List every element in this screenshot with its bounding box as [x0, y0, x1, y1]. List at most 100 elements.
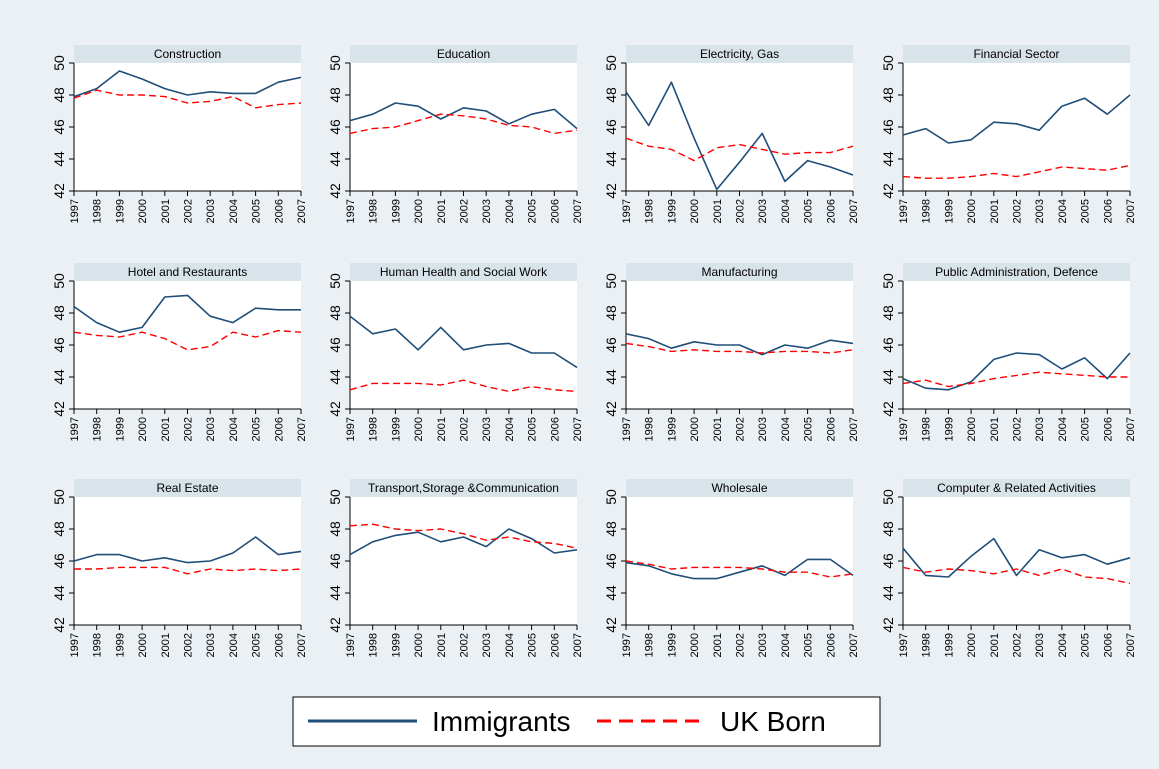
x-tick-label: 2001 [436, 199, 448, 223]
x-tick-label: 1999 [943, 633, 955, 657]
series-line-uk-born [349, 113, 578, 135]
series-line-uk-born [625, 137, 854, 162]
x-tick-label: 2007 [1125, 633, 1137, 657]
x-tick-label: 2004 [780, 633, 792, 657]
x-tick-label: 2005 [251, 633, 263, 657]
x-tick-label: 2006 [549, 417, 561, 441]
x-tick-label: 2000 [137, 417, 149, 441]
y-tick-label: 50 [327, 55, 343, 71]
x-tick-label: 2001 [712, 633, 724, 657]
x-tick-label: 2000 [413, 417, 425, 441]
panel: Financial Sector 42 44 46 48 50 1997 1998 1999 20… [880, 45, 1137, 223]
x-tick-label: 2004 [228, 633, 240, 657]
series-line-uk-born [625, 342, 854, 354]
y-tick-label: 44 [51, 369, 67, 385]
y-tick-label: 44 [603, 369, 619, 385]
panel-title-strip [74, 479, 301, 497]
x-tick-label: 2004 [504, 199, 516, 223]
panel-title-strip [903, 263, 1130, 281]
y-tick-label: 46 [880, 119, 896, 135]
x-tick-label: 2001 [160, 417, 172, 441]
x-tick-label: 2005 [803, 417, 815, 441]
y-tick-label: 48 [327, 87, 343, 103]
x-tick-label: 2002 [1012, 199, 1024, 223]
y-tick-label: 44 [880, 151, 896, 167]
y-tick-label: 48 [603, 87, 619, 103]
y-tick-label: 46 [51, 119, 67, 135]
x-tick-label: 2003 [1034, 199, 1046, 223]
plot-area [74, 63, 301, 191]
x-tick-label: 2006 [273, 199, 285, 223]
y-tick-label: 46 [603, 553, 619, 569]
x-tick-label: 2002 [183, 417, 195, 441]
panel: Wholesale 42 44 46 48 50 1997 1998 1999 2000 2001 2… [603, 479, 860, 657]
x-tick-label: 1997 [898, 199, 910, 223]
y-tick-label: 42 [51, 183, 67, 199]
x-tick-label: 2005 [527, 633, 539, 657]
y-tick-label: 42 [603, 617, 619, 633]
x-tick-label: 2003 [1034, 633, 1046, 657]
y-tick-label: 42 [880, 183, 896, 199]
x-tick-label: 1997 [621, 417, 633, 441]
panel-title-strip [626, 263, 853, 281]
x-tick-label: 2000 [413, 199, 425, 223]
y-tick-label: 50 [603, 489, 619, 505]
y-tick-label: 46 [327, 337, 343, 353]
y-tick-label: 42 [327, 183, 343, 199]
panel-title: Transport,Storage &Communication [368, 481, 559, 495]
y-tick-label: 42 [880, 617, 896, 633]
y-tick-label: 48 [51, 521, 67, 537]
x-tick-label: 2007 [848, 199, 860, 223]
y-tick-label: 46 [880, 337, 896, 353]
y-tick-label: 48 [51, 87, 67, 103]
series-line-immigrants [73, 294, 301, 334]
x-tick-label: 2007 [848, 633, 860, 657]
x-tick-label: 2007 [1125, 199, 1137, 223]
x-tick-label: 1997 [69, 633, 81, 657]
y-tick-label: 46 [327, 119, 343, 135]
panel: Education 42 44 46 48 50 1997 1998 1999 2000 2001 2… [327, 45, 584, 223]
y-tick-label: 42 [51, 401, 67, 417]
panel: Construction 42 44 46 48 50 1997 1998 1999 2000 20… [51, 45, 308, 223]
y-tick-label: 44 [603, 585, 619, 601]
x-tick-label: 2006 [273, 633, 285, 657]
x-tick-label: 2006 [1102, 417, 1114, 441]
series-line-immigrants [625, 558, 854, 580]
x-tick-label: 1998 [644, 417, 656, 441]
series-line-immigrants [902, 352, 1131, 391]
panel-title-strip [903, 45, 1130, 63]
panel-title: Wholesale [711, 481, 767, 495]
x-tick-label: 2005 [1080, 633, 1092, 657]
panel-title-strip [903, 479, 1130, 497]
series-line-immigrants [73, 536, 302, 564]
x-tick-label: 2006 [825, 417, 837, 441]
x-tick-label: 2004 [780, 199, 792, 223]
y-tick-label: 46 [51, 553, 67, 569]
x-tick-label: 1999 [114, 633, 126, 657]
y-tick-label: 42 [603, 401, 619, 417]
y-tick-label: 46 [51, 337, 67, 353]
series-line-uk-born [73, 89, 302, 109]
x-tick-label: 2000 [689, 633, 701, 657]
x-tick-label: 2000 [413, 633, 425, 657]
x-tick-label: 2005 [527, 199, 539, 223]
x-tick-label: 2003 [1034, 417, 1046, 441]
x-tick-label: 2007 [572, 633, 584, 657]
x-tick-label: 2006 [1102, 199, 1114, 223]
series-line-uk-born [625, 560, 854, 578]
y-tick-label: 44 [327, 369, 343, 385]
x-tick-label: 2004 [1057, 199, 1069, 223]
y-tick-label: 42 [603, 183, 619, 199]
x-tick-label: 1998 [368, 633, 380, 657]
series-line-uk-born [73, 329, 302, 351]
x-tick-label: 2003 [205, 417, 217, 441]
x-tick-label: 2003 [481, 199, 493, 223]
series-line-immigrants [902, 537, 1131, 578]
panel-title: Manufacturing [701, 265, 777, 279]
x-tick-label: 2002 [735, 417, 747, 441]
x-tick-label: 2004 [228, 199, 240, 223]
panel-title-strip [350, 479, 577, 497]
y-tick-label: 50 [51, 273, 67, 289]
x-tick-label: 2000 [137, 199, 149, 223]
x-tick-label: 2002 [183, 633, 195, 657]
